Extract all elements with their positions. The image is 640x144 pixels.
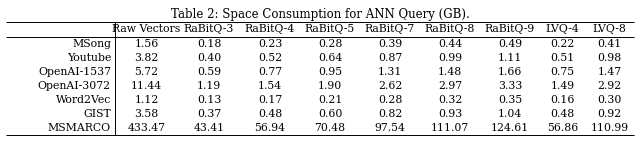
Text: 56.86: 56.86: [547, 123, 578, 133]
Text: 111.07: 111.07: [431, 123, 469, 133]
Text: 0.39: 0.39: [378, 39, 402, 49]
Text: LVQ-8: LVQ-8: [593, 24, 627, 35]
Text: 0.82: 0.82: [378, 109, 402, 119]
Text: 1.47: 1.47: [597, 67, 621, 77]
Text: 0.93: 0.93: [438, 109, 462, 119]
Text: 0.60: 0.60: [318, 109, 342, 119]
Text: 0.75: 0.75: [550, 67, 575, 77]
Text: 1.04: 1.04: [498, 109, 522, 119]
Text: 1.12: 1.12: [134, 95, 159, 105]
Text: 0.51: 0.51: [550, 53, 575, 63]
Text: 3.58: 3.58: [134, 109, 159, 119]
Text: Youtube: Youtube: [67, 53, 111, 63]
Text: RaBitQ-4: RaBitQ-4: [245, 24, 295, 35]
Text: 0.30: 0.30: [597, 95, 621, 105]
Text: 0.23: 0.23: [258, 39, 282, 49]
Text: RaBitQ-5: RaBitQ-5: [305, 24, 355, 35]
Text: OpenAI-3072: OpenAI-3072: [38, 81, 111, 91]
Text: 1.31: 1.31: [378, 67, 402, 77]
Text: 0.52: 0.52: [258, 53, 282, 63]
Text: 2.62: 2.62: [378, 81, 402, 91]
Text: 0.17: 0.17: [258, 95, 282, 105]
Text: 1.19: 1.19: [197, 81, 221, 91]
Text: 0.28: 0.28: [318, 39, 342, 49]
Text: 5.72: 5.72: [134, 67, 159, 77]
Text: OpenAI-1537: OpenAI-1537: [38, 67, 111, 77]
Text: 1.11: 1.11: [498, 53, 522, 63]
Text: 1.49: 1.49: [550, 81, 575, 91]
Text: 0.21: 0.21: [318, 95, 342, 105]
Text: 70.48: 70.48: [314, 123, 346, 133]
Text: 0.95: 0.95: [318, 67, 342, 77]
Text: 0.92: 0.92: [597, 109, 621, 119]
Text: 0.77: 0.77: [258, 67, 282, 77]
Text: 1.48: 1.48: [438, 67, 462, 77]
Text: 0.48: 0.48: [550, 109, 575, 119]
Text: 0.59: 0.59: [197, 67, 221, 77]
Text: 0.64: 0.64: [318, 53, 342, 63]
Text: 43.41: 43.41: [193, 123, 225, 133]
Text: 2.97: 2.97: [438, 81, 462, 91]
Text: 0.48: 0.48: [258, 109, 282, 119]
Text: Table 2: Space Consumption for ANN Query (GB).: Table 2: Space Consumption for ANN Query…: [171, 8, 469, 21]
Text: 0.22: 0.22: [550, 39, 575, 49]
Text: 3.33: 3.33: [498, 81, 522, 91]
Text: 0.44: 0.44: [438, 39, 462, 49]
Text: 0.32: 0.32: [438, 95, 462, 105]
Text: RaBitQ-8: RaBitQ-8: [425, 24, 475, 35]
Text: LVQ-4: LVQ-4: [546, 24, 579, 35]
Text: MSMARCO: MSMARCO: [48, 123, 111, 133]
Text: 0.37: 0.37: [197, 109, 221, 119]
Text: 1.56: 1.56: [134, 39, 159, 49]
Text: 0.40: 0.40: [197, 53, 221, 63]
Text: RaBitQ-9: RaBitQ-9: [485, 24, 535, 35]
Text: 3.82: 3.82: [134, 53, 159, 63]
Text: 0.87: 0.87: [378, 53, 402, 63]
Text: 11.44: 11.44: [131, 81, 162, 91]
Text: 0.16: 0.16: [550, 95, 575, 105]
Text: 1.54: 1.54: [258, 81, 282, 91]
Text: 2.92: 2.92: [597, 81, 621, 91]
Text: Word2Vec: Word2Vec: [56, 95, 111, 105]
Text: 97.54: 97.54: [374, 123, 405, 133]
Text: RaBitQ-7: RaBitQ-7: [365, 24, 415, 35]
Text: 0.99: 0.99: [438, 53, 462, 63]
Text: 0.41: 0.41: [597, 39, 621, 49]
Text: 0.18: 0.18: [197, 39, 221, 49]
Text: MSong: MSong: [72, 39, 111, 49]
Text: 110.99: 110.99: [591, 123, 628, 133]
Text: 1.90: 1.90: [318, 81, 342, 91]
Text: 1.66: 1.66: [498, 67, 522, 77]
Text: 0.35: 0.35: [498, 95, 522, 105]
Text: GIST: GIST: [83, 109, 111, 119]
Text: 0.13: 0.13: [197, 95, 221, 105]
Text: 0.49: 0.49: [498, 39, 522, 49]
Text: 124.61: 124.61: [491, 123, 529, 133]
Text: 0.28: 0.28: [378, 95, 402, 105]
Text: RaBitQ-3: RaBitQ-3: [184, 24, 234, 35]
Text: 433.47: 433.47: [127, 123, 166, 133]
Text: 0.98: 0.98: [597, 53, 621, 63]
Text: Raw Vectors: Raw Vectors: [113, 24, 180, 35]
Text: 56.94: 56.94: [255, 123, 285, 133]
